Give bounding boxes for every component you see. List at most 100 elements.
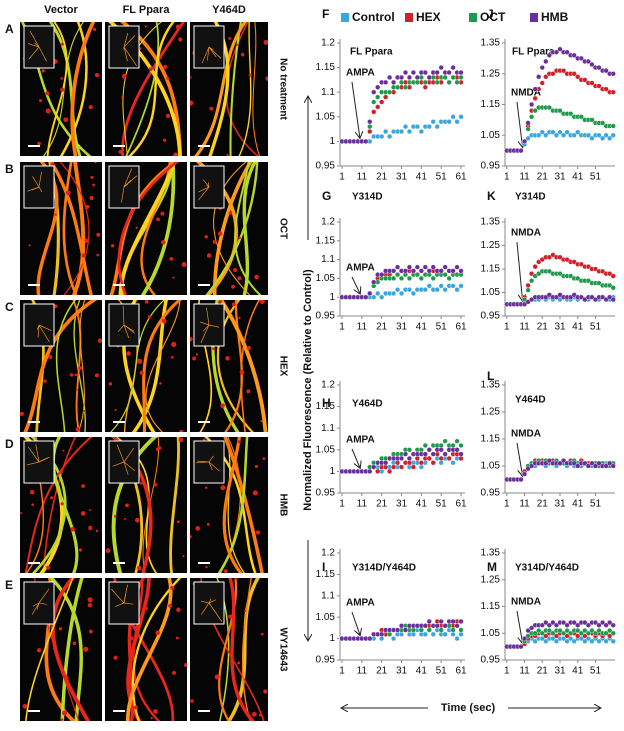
data-point: [585, 463, 591, 469]
x-tick-label: 61: [455, 499, 467, 510]
data-point: [610, 273, 616, 279]
puncta: [202, 438, 206, 442]
legend-swatch: [469, 13, 477, 22]
data-point: [564, 633, 570, 639]
data-point: [589, 638, 595, 644]
data-point: [450, 74, 456, 81]
data-point: [582, 627, 588, 634]
x-tick-label: 31: [554, 499, 566, 510]
data-point: [450, 268, 456, 274]
neurite: [71, 162, 86, 295]
data-point: [610, 638, 616, 644]
x-tick-label: 51: [436, 172, 448, 183]
y-tick-label: 0.95: [481, 488, 501, 499]
inset-neurite: [200, 324, 210, 343]
data-point: [458, 69, 464, 76]
chart-title: Y314D/Y464D: [352, 563, 416, 574]
data-point: [367, 635, 373, 642]
inset-neurite: [38, 602, 47, 605]
data-point: [442, 74, 448, 81]
data-point: [430, 451, 436, 457]
data-point: [406, 455, 413, 462]
data-point: [560, 132, 567, 138]
puncta: [36, 648, 42, 653]
x-tick-label: 31: [396, 172, 408, 183]
data-point: [603, 463, 609, 469]
puncta: [75, 427, 81, 432]
data-point: [596, 638, 602, 644]
chart-title: FL Ppara: [512, 47, 555, 58]
puncta: [46, 565, 51, 570]
data-point: [422, 264, 428, 270]
y-tick-label: 0.95: [316, 311, 336, 322]
data-point: [564, 622, 570, 628]
data-point: [589, 627, 595, 634]
puncta: [206, 253, 212, 258]
puncta: [147, 315, 152, 319]
puncta: [105, 548, 111, 554]
column-header: FL Ppara: [123, 4, 171, 16]
inset-neurite: [123, 324, 135, 332]
puncta: [65, 190, 71, 196]
puncta: [231, 284, 235, 289]
data-point: [454, 623, 460, 629]
data-point: [557, 108, 563, 114]
x-tick-label: 31: [554, 322, 566, 333]
legend-label: Control: [352, 10, 395, 24]
data-point: [426, 268, 432, 274]
inset-neurite: [38, 456, 50, 463]
data-point: [418, 464, 424, 470]
puncta: [60, 77, 64, 80]
data-point: [560, 68, 567, 74]
inset-neurite: [38, 171, 42, 188]
data-point: [414, 79, 420, 85]
puncta: [58, 627, 63, 631]
data-point: [454, 119, 460, 125]
data-point: [557, 460, 563, 466]
data-point: [379, 99, 385, 105]
inset-neurite: [201, 46, 210, 64]
puncta: [22, 703, 28, 709]
neurite: [234, 162, 262, 295]
data-point: [406, 128, 413, 135]
puncta: [20, 411, 24, 416]
inset-neurite: [208, 602, 223, 622]
puncta: [45, 108, 51, 114]
neurite: [228, 578, 255, 721]
y-tick-label: 1.05: [316, 612, 336, 623]
data-point: [438, 460, 444, 466]
data-point: [450, 442, 456, 449]
data-point: [592, 296, 599, 303]
puncta: [121, 73, 127, 79]
data-point: [446, 275, 452, 282]
data-point: [589, 61, 595, 68]
data-point: [568, 630, 574, 636]
data-point: [550, 619, 556, 626]
data-point: [426, 447, 432, 453]
neurite: [49, 162, 93, 295]
x-tick-label: 21: [537, 499, 549, 510]
data-point: [422, 287, 428, 293]
data-point: [525, 282, 531, 289]
data-point: [430, 119, 436, 125]
x-tick-label: 51: [436, 666, 448, 677]
inset-neurite: [38, 324, 50, 343]
y-tick-label: 0.95: [316, 488, 336, 499]
row-label: No treatment: [277, 58, 288, 120]
micrograph: [105, 300, 187, 432]
x-tick-label: 21: [537, 666, 549, 677]
data-point: [557, 46, 563, 52]
puncta: [237, 276, 242, 281]
data-point: [367, 128, 373, 135]
puncta: [45, 91, 50, 96]
x-tick-label: 21: [537, 322, 549, 333]
data-point: [610, 630, 616, 636]
data-point: [406, 74, 413, 81]
x-tick-label: 11: [357, 172, 368, 183]
y-tick-label: 0.95: [316, 655, 336, 666]
data-point: [582, 619, 588, 626]
neurite: [111, 437, 158, 573]
inset-neurite: [123, 35, 136, 48]
puncta: [139, 370, 144, 375]
legend-label: HMB: [541, 10, 569, 24]
